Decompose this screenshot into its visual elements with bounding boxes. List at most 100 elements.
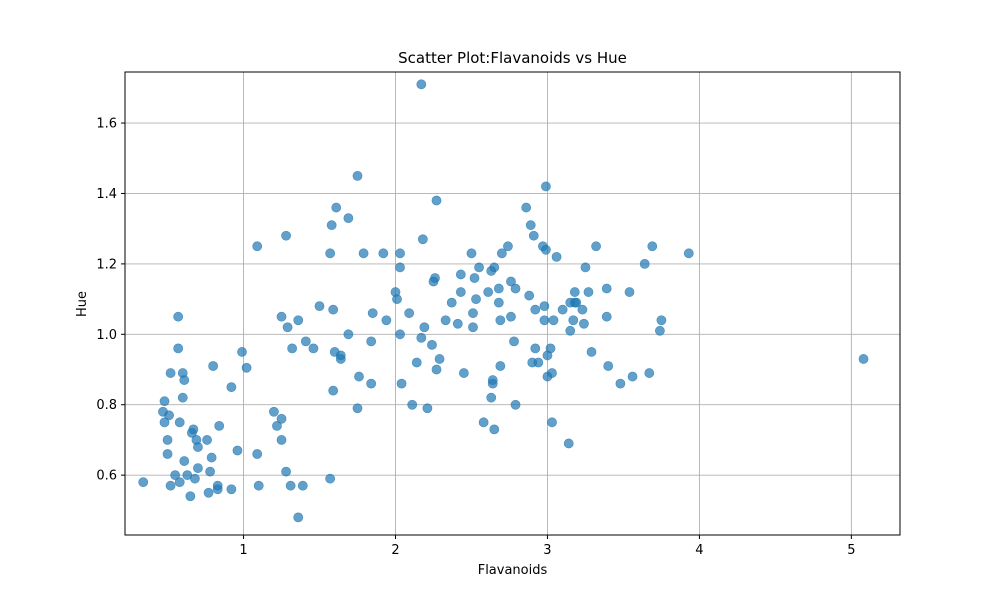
scatter-point <box>474 262 484 273</box>
scatter-point <box>170 470 181 481</box>
scatter-point <box>358 248 369 259</box>
chart-title: Scatter Plot:Flavanoids vs Hue <box>398 49 627 67</box>
scatter-point <box>276 311 287 322</box>
scatter-point <box>541 244 551 255</box>
scatter-point <box>545 343 556 354</box>
scatter-point <box>495 315 506 326</box>
scatter-point <box>468 322 478 333</box>
scatter-point <box>252 241 263 252</box>
scatter-point <box>510 283 521 294</box>
scatter-point <box>455 287 466 297</box>
scatter-point <box>627 371 638 382</box>
scatter-point <box>580 262 591 273</box>
scatter-point <box>571 297 582 308</box>
scatter-point <box>174 417 185 428</box>
scatter-points <box>138 79 869 523</box>
scatter-point <box>446 297 457 308</box>
scatter-point <box>226 382 237 393</box>
scatter-point <box>601 311 612 322</box>
scatter-point <box>159 417 170 428</box>
scatter-point <box>395 329 405 340</box>
scatter-point <box>583 287 594 297</box>
scatter-point <box>647 241 658 252</box>
scatter-point <box>367 308 378 319</box>
scatter-point <box>328 304 339 315</box>
x-tick-label: 4 <box>695 543 703 558</box>
scatter-point <box>190 473 200 484</box>
scatter-point <box>395 248 405 259</box>
x-axis-ticks: 1 2 3 4 5 <box>239 535 856 558</box>
scatter-point <box>205 466 215 477</box>
scatter-point <box>577 304 588 315</box>
scatter-point <box>352 403 363 414</box>
scatter-point <box>378 248 389 259</box>
scatter-point <box>325 473 336 484</box>
scatter-point <box>656 315 667 326</box>
scatter-point <box>281 230 291 241</box>
scatter-point <box>434 354 445 364</box>
scatter-point <box>431 195 442 206</box>
scatter-point <box>282 322 293 333</box>
scatter-point <box>287 343 298 354</box>
scatter-point <box>352 170 363 181</box>
scatter-point <box>177 392 188 403</box>
scatter-point <box>214 420 225 431</box>
scatter-point <box>539 315 550 326</box>
scatter-point <box>314 301 325 312</box>
scatter-point <box>496 248 507 259</box>
scatter-point <box>458 368 469 378</box>
scatter-point <box>568 315 579 326</box>
scatter-point <box>489 424 500 435</box>
scatter-point <box>548 315 559 326</box>
scatter-point <box>563 438 574 449</box>
scatter-point <box>639 258 650 269</box>
scatter-point <box>478 417 489 428</box>
scatter-point <box>326 220 337 231</box>
scatter-point <box>525 220 536 231</box>
x-tick-label: 3 <box>543 543 551 558</box>
scatter-point <box>615 378 626 389</box>
scatter-point <box>381 315 392 326</box>
scatter-point <box>325 248 336 259</box>
scatter-point <box>159 396 170 407</box>
scatter-point <box>524 290 535 301</box>
y-tick-label: 0.8 <box>96 398 117 413</box>
scatter-point <box>858 354 869 364</box>
y-tick-label: 1.0 <box>96 328 117 343</box>
scatter-point <box>285 480 296 491</box>
scatter-point <box>452 318 463 329</box>
scatter-point <box>427 339 437 350</box>
scatter-point <box>506 311 516 322</box>
scatter-point <box>226 484 237 495</box>
scatter-point <box>419 322 430 333</box>
scatter-point <box>300 336 311 347</box>
y-axis-title: Hue <box>75 291 90 317</box>
scatter-point <box>539 301 550 312</box>
scatter-point <box>165 480 176 491</box>
scatter-point <box>193 463 203 474</box>
scatter-point <box>179 375 190 385</box>
scatter-point <box>455 269 466 280</box>
scatter-point <box>165 368 176 378</box>
grid-lines <box>125 72 900 535</box>
scatter-point <box>366 378 377 389</box>
x-axis-title: Flavanoids <box>478 563 548 578</box>
scatter-point <box>469 273 480 283</box>
scatter-point <box>276 413 287 424</box>
scatter-point <box>162 449 173 459</box>
scatter-point <box>624 287 635 297</box>
scatter-point <box>483 287 494 297</box>
scatter-point <box>468 308 478 319</box>
scatter-point <box>241 362 252 373</box>
scatter-point <box>173 311 184 322</box>
scatter-point <box>521 202 532 213</box>
scatter-point <box>528 230 539 241</box>
scatter-point <box>579 318 589 329</box>
scatter-point <box>486 392 497 403</box>
scatter-point <box>162 435 173 445</box>
scatter-point <box>174 477 185 488</box>
scatter-point <box>493 283 504 294</box>
scatter-point <box>164 410 174 421</box>
scatter-point <box>431 364 442 375</box>
